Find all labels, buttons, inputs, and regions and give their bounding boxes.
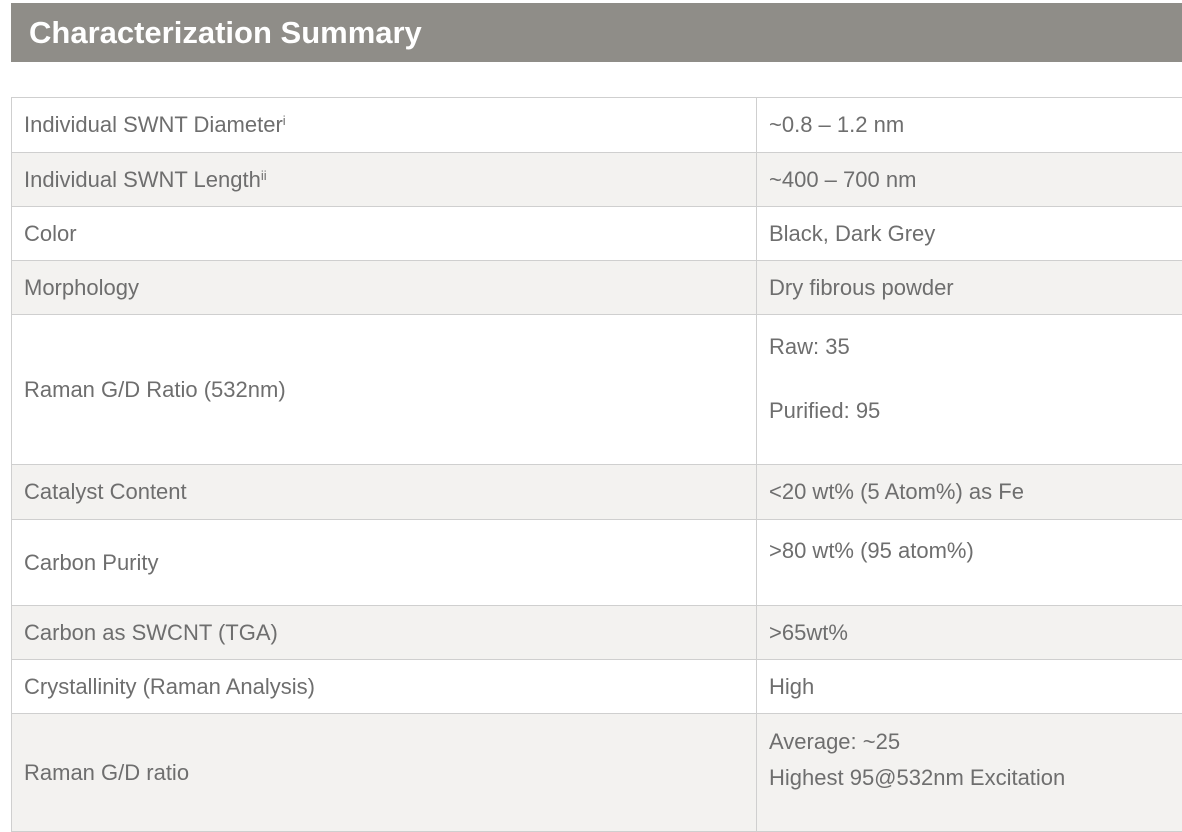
table-row: Crystallinity (Raman Analysis) High	[12, 660, 1182, 714]
table-row: Color Black, Dark Grey	[12, 207, 1182, 261]
property-value: >65wt%	[757, 606, 1182, 660]
property-label: Individual SWNT Diameteri	[12, 98, 757, 153]
value-line: Highest 95@532nm Excitation	[769, 765, 1182, 791]
section-title: Characterization Summary	[11, 3, 1182, 62]
property-label: Catalyst Content	[12, 465, 757, 520]
footnote-marker[interactable]: i	[283, 113, 286, 128]
label-text: Individual SWNT Length	[24, 167, 261, 192]
footnote-marker[interactable]: ii	[261, 168, 267, 183]
property-label: Carbon Purity	[12, 520, 757, 606]
property-value: Average: ~25 Highest 95@532nm Excitation	[757, 714, 1182, 832]
property-value: ~400 – 700 nm	[757, 153, 1182, 207]
property-label: Individual SWNT Lengthii	[12, 153, 757, 207]
property-label: Morphology	[12, 261, 757, 315]
table-row: Catalyst Content <20 wt% (5 Atom%) as Fe	[12, 465, 1182, 520]
table-row: Individual SWNT Lengthii ~400 – 700 nm	[12, 153, 1182, 207]
property-label: Raman G/D Ratio (532nm)	[12, 315, 757, 465]
property-label: Carbon as SWCNT (TGA)	[12, 606, 757, 660]
property-value: ~0.8 – 1.2 nm	[757, 98, 1182, 153]
property-value: >80 wt% (95 atom%)	[757, 520, 1182, 606]
table-row: Raman G/D ratio Average: ~25 Highest 95@…	[12, 714, 1182, 832]
property-label: Crystallinity (Raman Analysis)	[12, 660, 757, 714]
characterization-table: Individual SWNT Diameteri ~0.8 – 1.2 nm …	[11, 97, 1182, 832]
property-value: Raw: 35 Purified: 95	[757, 315, 1182, 465]
table-row: Individual SWNT Diameteri ~0.8 – 1.2 nm	[12, 98, 1182, 153]
property-value: <20 wt% (5 Atom%) as Fe	[757, 465, 1182, 520]
property-value: Black, Dark Grey	[757, 207, 1182, 261]
property-label: Raman G/D ratio	[12, 714, 757, 832]
table-row: Raman G/D Ratio (532nm) Raw: 35 Purified…	[12, 315, 1182, 465]
value-line: Raw: 35	[769, 334, 1182, 360]
property-value: High	[757, 660, 1182, 714]
table-row: Carbon Purity >80 wt% (95 atom%)	[12, 520, 1182, 606]
property-value: Dry fibrous powder	[757, 261, 1182, 315]
table-row: Morphology Dry fibrous powder	[12, 261, 1182, 315]
label-text: Individual SWNT Diameter	[24, 112, 283, 137]
property-label: Color	[12, 207, 757, 261]
value-line: Purified: 95	[769, 398, 1182, 424]
value-line: Average: ~25	[769, 729, 1182, 755]
table-row: Carbon as SWCNT (TGA) >65wt%	[12, 606, 1182, 660]
section-header: Characterization Summary	[11, 3, 1182, 62]
